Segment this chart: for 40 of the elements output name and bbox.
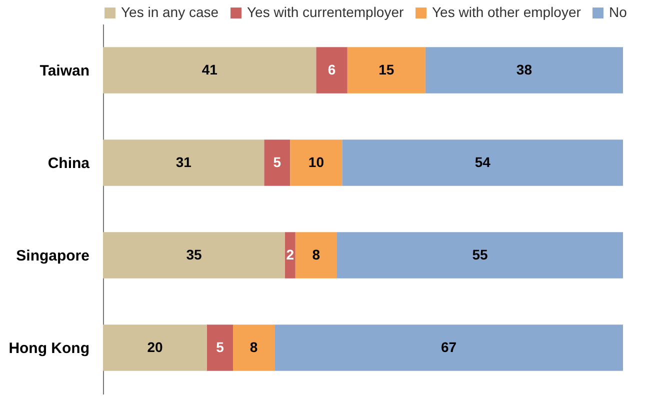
bar: [103, 140, 264, 186]
data-label: 55: [472, 246, 488, 262]
y-tick-label: Singapore: [16, 247, 90, 264]
data-label: 41: [202, 61, 218, 78]
bar: [290, 140, 342, 186]
bar: [285, 232, 296, 278]
data-label: 10: [308, 154, 324, 170]
bar: [347, 47, 426, 94]
y-tick-label: China: [48, 154, 90, 172]
data-label: 15: [378, 61, 394, 78]
data-label: 35: [186, 246, 202, 262]
bar: [342, 140, 623, 186]
bar: [103, 47, 316, 94]
data-label: 8: [312, 246, 320, 262]
bar: [425, 47, 623, 94]
data-label: 67: [441, 338, 457, 355]
bar: [274, 324, 623, 371]
data-label: 5: [216, 338, 224, 355]
bar: [103, 232, 285, 278]
data-label: 20: [147, 338, 163, 355]
data-label: 6: [328, 61, 336, 78]
bar: [295, 232, 337, 278]
data-label: 5: [273, 154, 282, 170]
bar: [316, 47, 348, 94]
bar: [233, 324, 275, 371]
legend-label: Yes with currentemployer: [247, 4, 404, 20]
bar: [264, 140, 290, 186]
data-label: 8: [250, 338, 258, 355]
data-label: 2: [286, 246, 294, 262]
y-tick-label: Hong Kong: [8, 340, 90, 357]
data-label: 54: [474, 154, 491, 170]
data-label: 31: [176, 154, 192, 170]
bar: [337, 232, 623, 278]
bar: [207, 324, 233, 371]
bar: [103, 324, 207, 371]
y-tick-label: Taiwan: [40, 62, 90, 80]
legend-label: Yes in any case: [121, 4, 219, 20]
data-label: 38: [516, 61, 532, 78]
legend-label: No: [609, 4, 628, 20]
legend-label: Yes with other employer: [432, 4, 582, 20]
